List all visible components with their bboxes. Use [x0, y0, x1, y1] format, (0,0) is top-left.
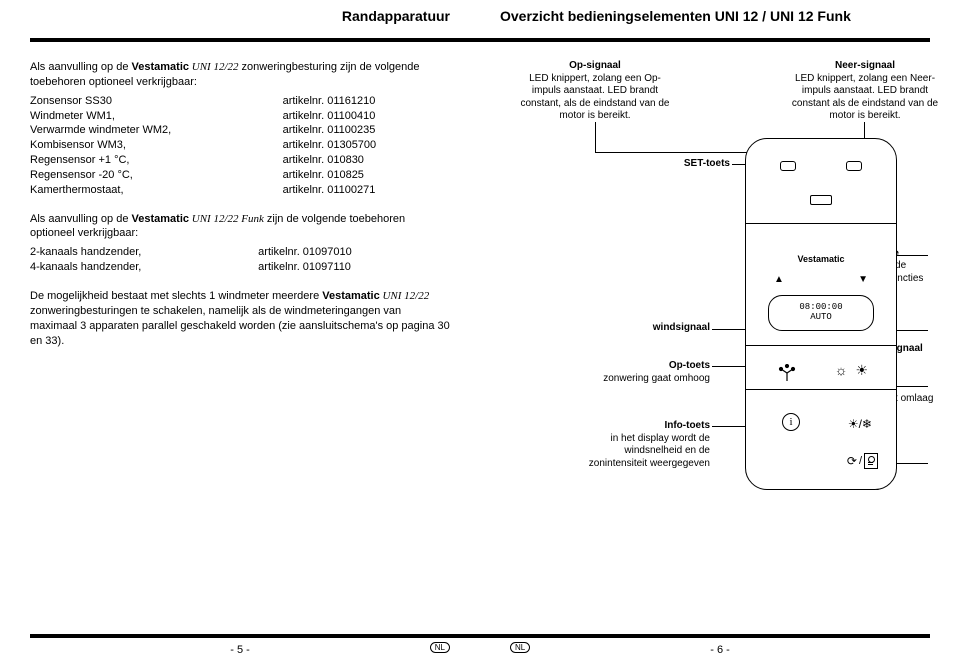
acc-name: Windmeter WM1,	[30, 109, 283, 124]
table-row: Zonsensor SS30artikelnr. 01161210	[30, 94, 450, 109]
page-heading-right: Overzicht bedieningselementen UNI 12 / U…	[500, 8, 940, 24]
op-toets-body: zonwering gaat omhoog	[603, 373, 710, 384]
set-button-icon	[810, 195, 832, 205]
acc-name: Regensensor -20 °C,	[30, 168, 283, 183]
table-row: Regensensor -20 °C,artikelnr. 010825	[30, 168, 450, 183]
op-toets-title: Op-toets	[600, 360, 710, 373]
intro2-model: UNI 12/22 Funk	[189, 213, 264, 225]
table-row: Kamerthermostaat,artikelnr. 01100271	[30, 183, 450, 198]
page-heading-left: Randapparatuur	[30, 8, 450, 24]
lang-badge: NL	[430, 642, 450, 653]
acc-art: artikelnr. 010825	[283, 168, 450, 183]
table-row: Regensensor +1 °C,artikelnr. 010830	[30, 153, 450, 168]
device-diagram: Op-signaal LED knippert, zolang een Op-i…	[500, 60, 940, 580]
set-label: SET-toets	[650, 158, 730, 171]
wind-icon	[778, 364, 796, 385]
intro1-model: UNI 12/22	[189, 61, 239, 73]
intro2-pre: Als aanvulling op de	[30, 213, 132, 225]
para-pre: De mogelijkheid bestaat met slechts 1 wi…	[30, 290, 322, 302]
acc-art: artikelnr. 01100410	[283, 109, 450, 124]
info-icon: i	[782, 413, 800, 431]
accessories-table-2: 2-kanaals handzender,artikelnr. 01097010…	[30, 245, 450, 275]
device-brand: Vestamatic	[746, 254, 896, 264]
lead-line	[595, 122, 596, 152]
acc-art: artikelnr. 01100235	[283, 123, 450, 138]
triangle-down-icon: ▼	[858, 274, 868, 285]
acc-art: artikelnr. 01161210	[283, 94, 450, 109]
acc-art: artikelnr. 01305700	[283, 138, 450, 153]
acc-art: artikelnr. 01100271	[283, 183, 450, 198]
sun-icons: ☼ ☀	[835, 362, 870, 379]
info-toets-title: Info-toets	[580, 420, 710, 433]
callout-op-signaal: Op-signaal LED knippert, zolang een Op-i…	[520, 60, 670, 123]
intro-1: Als aanvulling op de Vestamatic UNI 12/2…	[30, 60, 450, 90]
divider	[746, 345, 896, 346]
led-up-icon	[780, 161, 796, 171]
callout-neer-signaal: Neer-signaal LED knippert, zolang een Ne…	[790, 60, 940, 123]
para-post: zonweringbesturingen te schakelen, namel…	[30, 305, 450, 347]
callout-op-toets: Op-toets zonwering gaat omhoog	[600, 360, 710, 385]
table-row: Verwarmde windmeter WM2,artikelnr. 01100…	[30, 123, 450, 138]
lcd-line2: AUTO	[810, 313, 832, 323]
intro2-brand: Vestamatic	[132, 213, 189, 225]
led-down-icon	[846, 161, 862, 171]
acc-name: Kamerthermostaat,	[30, 183, 283, 198]
table-row: 2-kanaals handzender,artikelnr. 01097010	[30, 245, 450, 260]
lcd-display: 08:00:00 AUTO	[768, 295, 874, 331]
lang-badge: NL	[510, 642, 530, 653]
op-signaal-body: LED knippert, zolang een Op-impuls aanst…	[521, 73, 670, 122]
intro1-pre: Als aanvulling op de	[30, 61, 132, 73]
callout-info-toets: Info-toets in het display wordt de winds…	[580, 420, 710, 470]
triangle-up-icon: ▲	[774, 274, 784, 285]
para-brand: Vestamatic	[322, 290, 379, 302]
accessories-table-1: Zonsensor SS30artikelnr. 01161210 Windme…	[30, 94, 450, 198]
footer: - 5 - NL NL - 6 -	[0, 634, 960, 656]
neer-signaal-body: LED knippert, zolang een Neer-impuls aan…	[792, 73, 938, 122]
table-row: 4-kanaals handzender,artikelnr. 01097110	[30, 260, 450, 275]
acc-art: artikelnr. 010830	[283, 153, 450, 168]
wind-label: windsignaal	[600, 322, 710, 335]
table-row: Kombisensor WM3,artikelnr. 01305700	[30, 138, 450, 153]
neer-signaal-title: Neer-signaal	[790, 60, 940, 73]
acc-name: Kombisensor WM3,	[30, 138, 283, 153]
mode-toggle-icon: ⟳/	[847, 453, 878, 469]
page-number-left: - 5 -	[230, 644, 250, 656]
device-brand-text: Vestamatic	[797, 254, 844, 264]
intro1-brand: Vestamatic	[132, 61, 189, 73]
acc-name: Zonsensor SS30	[30, 94, 283, 109]
acc-name: Verwarmde windmeter WM2,	[30, 123, 283, 138]
info-toets-body: in het display wordt de windsnelheid en …	[589, 433, 710, 469]
callout-set: SET-toets	[650, 158, 730, 171]
paragraph: De mogelijkheid bestaat met slechts 1 wi…	[30, 289, 450, 348]
divider	[746, 389, 896, 390]
callout-windsignaal: windsignaal	[600, 322, 710, 335]
divider	[746, 223, 896, 224]
acc-name: 2-kanaals handzender,	[30, 245, 258, 260]
acc-name: Regensensor +1 °C,	[30, 153, 283, 168]
acc-name: 4-kanaals handzender,	[30, 260, 258, 275]
page-number-right: - 6 -	[710, 644, 730, 656]
acc-art: artikelnr. 01097010	[258, 245, 450, 260]
table-row: Windmeter WM1,artikelnr. 01100410	[30, 109, 450, 124]
para-model: UNI 12/22	[380, 290, 430, 302]
sun-mix-icon: ☀/❄	[848, 417, 872, 431]
acc-art: artikelnr. 01097110	[258, 260, 450, 275]
intro-2: Als aanvulling op de Vestamatic UNI 12/2…	[30, 212, 450, 242]
device-outline: Vestamatic ▲ ▼ 08:00:00 AUTO ☼ ☀ i ☀/❄ ⟳…	[745, 138, 897, 490]
op-signaal-title: Op-signaal	[520, 60, 670, 73]
